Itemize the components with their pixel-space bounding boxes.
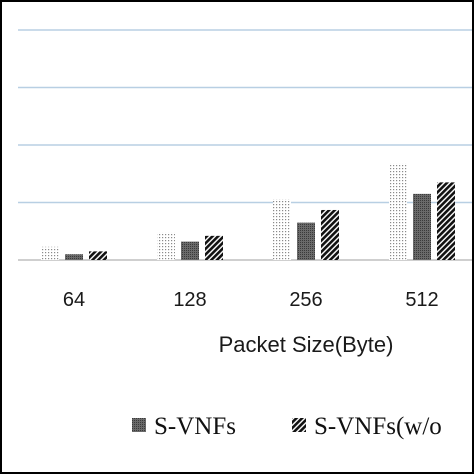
bar-dots-128 xyxy=(157,232,175,260)
bar-solid-dark-512 xyxy=(413,193,431,260)
bar-diagonal-512 xyxy=(437,182,455,260)
x-tick-label: 64 xyxy=(63,289,85,311)
x-tick-label: 256 xyxy=(289,289,322,311)
bar-diagonal-64 xyxy=(89,251,107,260)
bar-solid-dark-128 xyxy=(181,241,199,260)
bar-dots-256 xyxy=(273,199,291,260)
x-tick-label: 128 xyxy=(173,289,206,311)
bar-solid-dark-256 xyxy=(297,222,315,260)
x-tick-labels: 64 128 256 512 xyxy=(63,289,439,311)
bar-diagonal-128 xyxy=(205,235,223,260)
bar-solid-dark-64 xyxy=(65,254,83,260)
legend-swatch-solid-dark xyxy=(132,418,146,432)
bar-dots-512 xyxy=(389,163,407,260)
x-tick-label: 512 xyxy=(405,289,438,311)
x-axis-title: Packet Size(Byte) xyxy=(219,332,394,357)
legend-swatch-diagonal xyxy=(292,418,306,432)
bars xyxy=(41,163,455,260)
legend-label: S-VNFs(w/o xyxy=(314,413,442,440)
bar-dots-64 xyxy=(41,246,59,260)
bar-diagonal-256 xyxy=(321,209,339,260)
legend-label: S-VNFs xyxy=(154,413,236,440)
